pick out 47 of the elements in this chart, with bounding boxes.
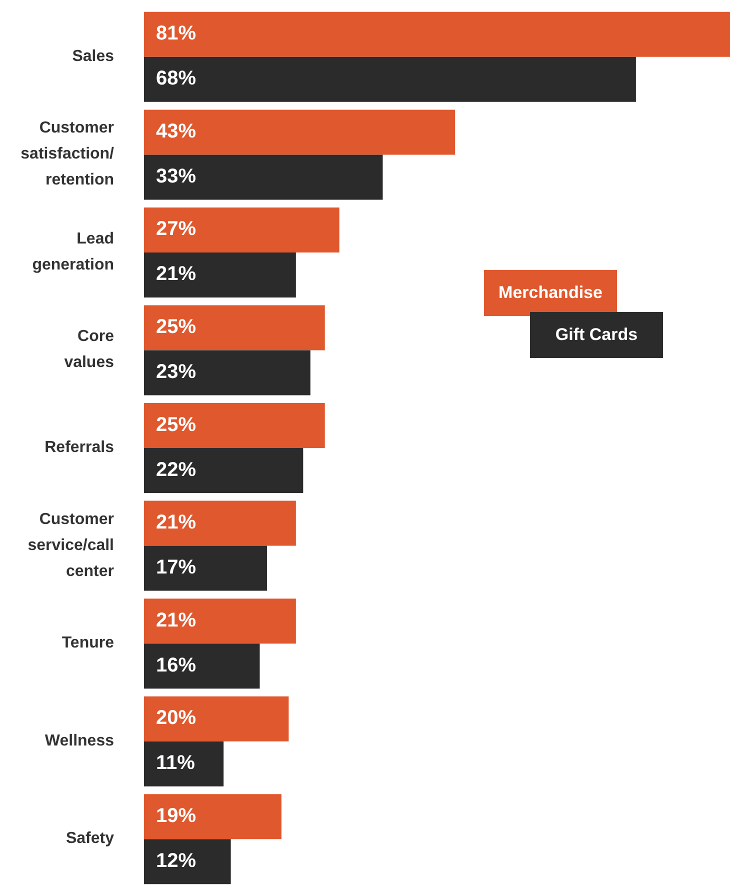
bar bbox=[144, 500, 296, 546]
text: Gift Cards bbox=[530, 312, 663, 358]
bar bbox=[144, 696, 289, 742]
y-tick-label: Safety bbox=[66, 830, 114, 848]
bar bbox=[144, 207, 340, 252]
data-label: 21% bbox=[156, 512, 196, 534]
bar bbox=[144, 741, 224, 786]
bar bbox=[144, 154, 383, 200]
data-label: 21% bbox=[156, 609, 196, 632]
y-tick-label: Customer satisfaction/retention bbox=[20, 120, 115, 189]
text: Merchandise bbox=[484, 270, 617, 316]
bar bbox=[144, 644, 260, 689]
data-label: 33% bbox=[156, 165, 196, 188]
data-label: 23% bbox=[156, 361, 196, 384]
bar bbox=[144, 110, 456, 155]
bar bbox=[144, 448, 304, 494]
y-tick-label: Referrals bbox=[44, 439, 114, 456]
bar bbox=[144, 794, 282, 840]
data-label: 81% bbox=[156, 22, 196, 45]
bar bbox=[144, 839, 231, 884]
data-label: 21% bbox=[156, 263, 196, 286]
y-tick-label: Wellness bbox=[44, 732, 114, 750]
bar bbox=[144, 350, 310, 396]
data-label: 12% bbox=[156, 850, 196, 872]
bar bbox=[144, 403, 325, 448]
data-label: 20% bbox=[156, 707, 196, 730]
data-label: 11% bbox=[156, 752, 196, 774]
data-label: 16% bbox=[156, 654, 196, 676]
y-tick-label: Tenure bbox=[62, 634, 114, 652]
bar bbox=[144, 305, 325, 350]
y-tick-label: Customer service/call center bbox=[28, 510, 114, 580]
data-label: 43% bbox=[156, 120, 196, 142]
data-label: 17% bbox=[156, 556, 196, 579]
data-label: 22% bbox=[156, 458, 196, 481]
bar bbox=[144, 252, 296, 298]
bar bbox=[144, 12, 730, 57]
data-label: 19% bbox=[156, 804, 196, 827]
bar bbox=[144, 598, 296, 644]
data-label: 25% bbox=[156, 316, 196, 338]
data-label: 27% bbox=[156, 218, 196, 240]
data-label: 68% bbox=[156, 68, 196, 90]
bar bbox=[144, 56, 636, 102]
data-label: 25% bbox=[156, 414, 196, 436]
y-tick-label: Sales bbox=[72, 48, 114, 66]
y-tick-label: Core values bbox=[64, 328, 114, 372]
y-tick-label: Lead generation bbox=[32, 230, 114, 274]
bar bbox=[144, 546, 267, 591]
